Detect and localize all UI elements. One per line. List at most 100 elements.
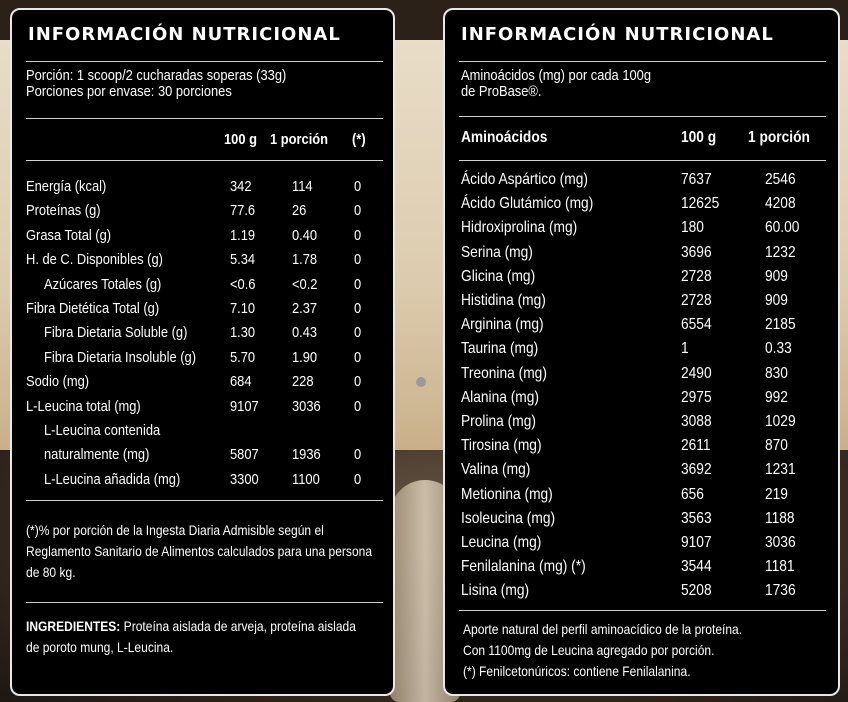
value-portion: 228 bbox=[292, 373, 314, 391]
table-row: naturalmente (mg) 5807 1936 0 bbox=[12, 442, 397, 466]
value-100g: 7.10 bbox=[230, 300, 256, 317]
value-100g: 684 bbox=[230, 373, 252, 391]
nutrient-name: Sodio (mg) bbox=[26, 373, 90, 391]
amino-acid-name: Prolina (mg) bbox=[461, 413, 536, 430]
value-portion: 1181 bbox=[765, 558, 795, 576]
value-portion: 870 bbox=[765, 437, 788, 455]
table-row: Ácido Glutámico (mg) 12625 4208 bbox=[445, 192, 842, 216]
value-portion: 1232 bbox=[765, 243, 796, 261]
value-portion: 1231 bbox=[765, 461, 796, 479]
amino-acid-name: Alanina (mg) bbox=[461, 388, 540, 406]
value-100g: 5.70 bbox=[230, 348, 256, 366]
value-portion: 1188 bbox=[765, 509, 795, 527]
divider bbox=[459, 610, 826, 611]
value-portion: <0.2 bbox=[292, 275, 318, 293]
divider bbox=[459, 160, 826, 161]
value-portion: 3036 bbox=[292, 397, 321, 415]
value-portion: 0.40 bbox=[292, 226, 318, 244]
value-portion: 1936 bbox=[292, 446, 321, 464]
amino-acid-name: Leucina (mg) bbox=[461, 534, 542, 551]
table-row: Proteínas (g) 77.6 26 0 bbox=[12, 198, 397, 222]
table-row: Fibra Dietaria Soluble (g) 1.30 0.43 0 bbox=[12, 320, 397, 344]
table-row: Metionina (mg) 656 219 bbox=[445, 483, 842, 507]
value-100g: 3563 bbox=[681, 509, 712, 527]
value-percent: 0 bbox=[354, 373, 362, 391]
table-row: Hidroxiprolina (mg) 180 60.00 bbox=[445, 216, 842, 240]
header-100g: 100 g bbox=[681, 129, 717, 146]
value-100g: 9107 bbox=[681, 534, 712, 551]
value-100g: 3300 bbox=[230, 470, 259, 488]
amino-footnote: Aporte natural del perfil aminoacídico d… bbox=[463, 621, 743, 679]
nutrient-name: Fibra Dietética Total (g) bbox=[26, 300, 160, 317]
amino-intro-line2: de ProBase®. bbox=[461, 83, 542, 100]
value-percent: 0 bbox=[354, 202, 362, 220]
nutrient-name: L-Leucina contenida bbox=[44, 422, 161, 439]
table-row: Isoleucina (mg) 3563 1188 bbox=[445, 507, 842, 531]
decorative-dot bbox=[416, 377, 426, 387]
table-row: Serina (mg) 3696 1232 bbox=[445, 241, 842, 265]
servings-per-container: Porciones por envase: 30 porciones bbox=[26, 83, 232, 100]
value-portion: 909 bbox=[765, 267, 788, 285]
value-100g: 2490 bbox=[681, 364, 712, 382]
divider bbox=[26, 61, 383, 62]
value-100g: 12625 bbox=[681, 195, 720, 213]
header-percent: (*) bbox=[352, 131, 366, 148]
nutrient-name: Grasa Total (g) bbox=[26, 226, 112, 244]
value-portion: 1100 bbox=[292, 470, 320, 488]
value-percent: 0 bbox=[354, 470, 362, 488]
table-row: Sodio (mg) 684 228 0 bbox=[12, 369, 397, 393]
value-portion: 0.33 bbox=[765, 340, 792, 358]
nutrient-name: H. de C. Disponibles (g) bbox=[26, 251, 163, 269]
amino-acid-name: Metionina (mg) bbox=[461, 485, 553, 503]
value-100g: 2728 bbox=[681, 267, 712, 285]
divider bbox=[26, 118, 383, 119]
amino-acid-name: Isoleucina (mg) bbox=[461, 509, 556, 527]
value-portion: 909 bbox=[765, 292, 788, 309]
table-row: Tirosina (mg) 2611 870 bbox=[445, 434, 842, 458]
table-row: Ácido Aspártico (mg) 7637 2546 bbox=[445, 168, 842, 192]
amino-acid-name: Lisina (mg) bbox=[461, 582, 530, 600]
value-100g: <0.6 bbox=[230, 275, 256, 293]
nutrient-name: L-Leucina añadida (mg) bbox=[44, 470, 181, 488]
value-100g: 5208 bbox=[681, 582, 712, 600]
value-percent: 0 bbox=[354, 275, 362, 293]
divider bbox=[26, 500, 383, 501]
table-row: Glicina (mg) 2728 909 bbox=[445, 265, 842, 289]
value-100g: 5.34 bbox=[230, 251, 256, 269]
value-100g: 2728 bbox=[681, 292, 712, 309]
value-100g: 3544 bbox=[681, 558, 712, 576]
value-percent: 0 bbox=[354, 446, 362, 464]
value-portion: 992 bbox=[765, 388, 788, 406]
table-row: Grasa Total (g) 1.19 0.40 0 bbox=[12, 223, 397, 247]
table-row: Fenilalanina (mg) (*) 3544 1181 bbox=[445, 555, 842, 579]
value-100g: 7637 bbox=[681, 171, 712, 188]
nutrient-name: naturalmente (mg) bbox=[44, 446, 150, 464]
value-percent: 0 bbox=[354, 397, 362, 415]
ingredients: INGREDIENTES: Proteína aislada de arveja… bbox=[26, 616, 386, 658]
amino-acid-name: Serina (mg) bbox=[461, 243, 533, 261]
amino-acid-name: Glicina (mg) bbox=[461, 267, 536, 285]
amino-intro-line1: Aminoácidos (mg) por cada 100g bbox=[461, 67, 652, 84]
amino-acid-name: Fenilalanina (mg) (*) bbox=[461, 558, 586, 576]
divider bbox=[459, 61, 826, 62]
header-portion: 1 porción bbox=[270, 131, 329, 148]
amino-acid-name: Ácido Glutámico (mg) bbox=[461, 195, 594, 213]
value-100g: 3696 bbox=[681, 243, 712, 261]
amino-acid-name: Histidina (mg) bbox=[461, 292, 546, 309]
value-portion: 1.90 bbox=[292, 348, 318, 366]
value-100g: 2611 bbox=[681, 437, 711, 455]
nutrient-name: Proteínas (g) bbox=[26, 202, 101, 220]
table-row: L-Leucina contenida bbox=[12, 418, 397, 442]
value-portion: 1736 bbox=[765, 582, 796, 600]
serving-size: Porción: 1 scoop/2 cucharadas soperas (3… bbox=[26, 67, 287, 84]
table-row: H. de C. Disponibles (g) 5.34 1.78 0 bbox=[12, 247, 397, 271]
table-row: Fibra Dietética Total (g) 7.10 2.37 0 bbox=[12, 296, 397, 320]
serving-info: Porción: 1 scoop/2 cucharadas soperas (3… bbox=[26, 68, 329, 100]
nutrient-name: L-Leucina total (mg) bbox=[26, 397, 141, 415]
table-row: Valina (mg) 3692 1231 bbox=[445, 458, 842, 482]
table-row: Prolina (mg) 3088 1029 bbox=[445, 410, 842, 434]
nutrient-name: Fibra Dietaria Insoluble (g) bbox=[44, 348, 197, 366]
value-100g: 2975 bbox=[681, 388, 712, 406]
table-row: Histidina (mg) 2728 909 bbox=[445, 289, 842, 313]
amino-intro: Aminoácidos (mg) por cada 100g de ProBas… bbox=[461, 68, 682, 100]
